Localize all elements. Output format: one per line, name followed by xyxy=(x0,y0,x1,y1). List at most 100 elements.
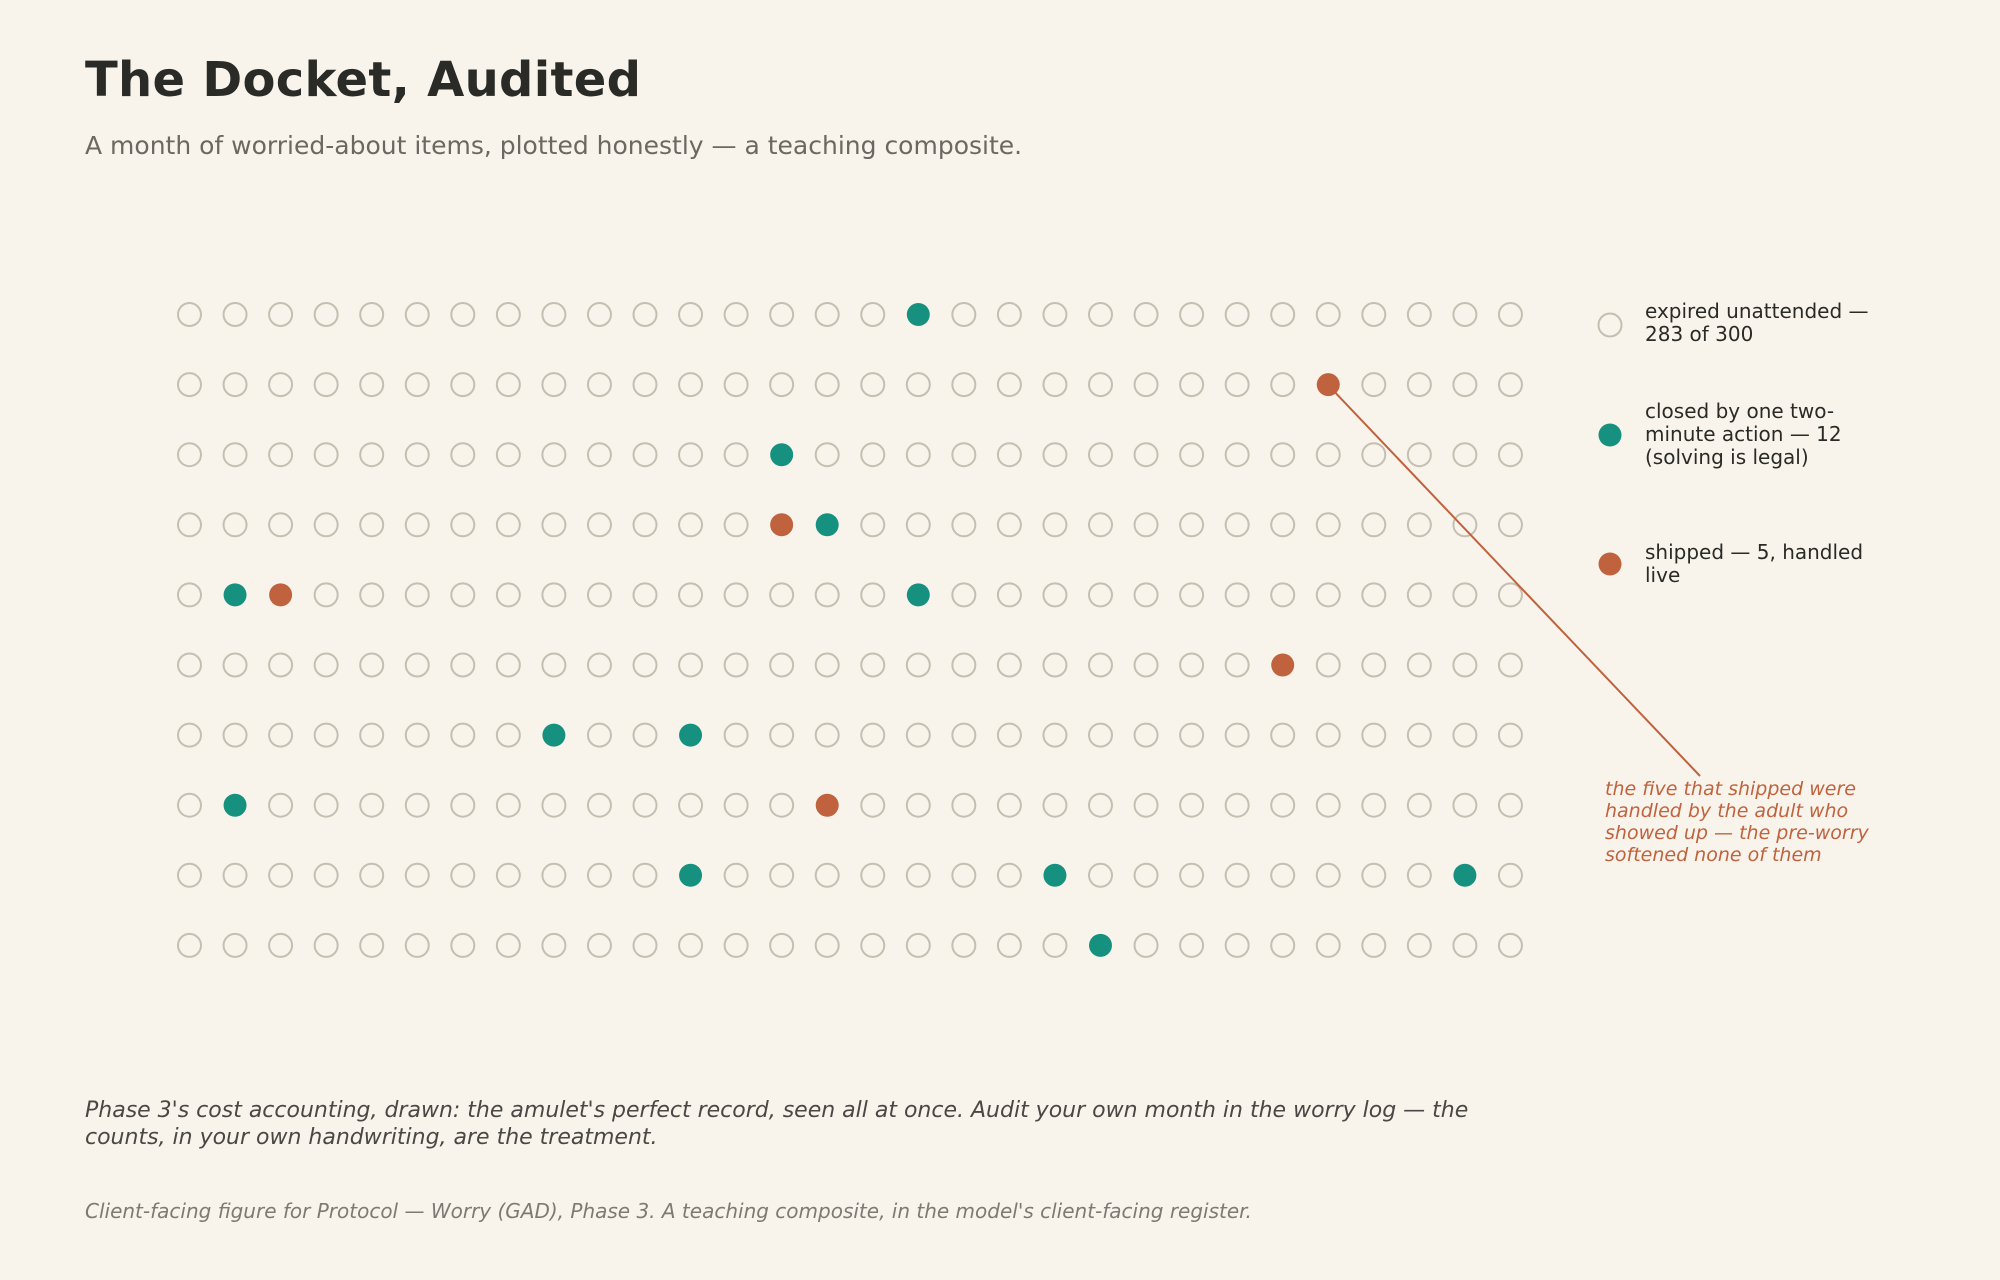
waffle-dot-expired xyxy=(723,652,749,678)
waffle-dot-expired xyxy=(632,722,658,748)
waffle-dot-expired xyxy=(313,372,339,398)
waffle-dot-expired xyxy=(1088,862,1113,888)
waffle-dot-expired xyxy=(1497,932,1523,958)
waffle-dot-expired xyxy=(1406,582,1432,608)
waffle-dot-expired xyxy=(268,302,294,327)
waffle-dot-expired xyxy=(860,792,886,818)
waffle-dot-expired xyxy=(860,862,886,888)
chart-subtitle: A month of worried-about items, plotted … xyxy=(85,131,1023,160)
waffle-dot-expired xyxy=(268,932,294,958)
waffle-dot-expired xyxy=(1179,792,1205,818)
waffle-dot-expired xyxy=(1315,932,1341,958)
waffle-dot-expired xyxy=(1088,442,1113,468)
waffle-dot-expired xyxy=(678,302,704,327)
waffle-dot-expired xyxy=(769,932,795,958)
waffle-dot-expired xyxy=(222,512,248,538)
waffle-dot-expired xyxy=(1179,722,1205,748)
waffle-dot-expired xyxy=(769,722,795,748)
waffle-dot-expired xyxy=(769,652,795,678)
waffle-dot-expired xyxy=(1088,302,1113,327)
waffle-dot-expired xyxy=(586,722,612,748)
waffle-dot-expired xyxy=(1224,722,1250,748)
waffle-dot-shipped xyxy=(770,513,794,537)
waffle-dot-expired xyxy=(1088,792,1113,818)
waffle-dot-expired xyxy=(268,792,294,818)
waffle-dot-expired xyxy=(769,582,795,608)
waffle-dot-expired xyxy=(495,582,521,608)
waffle-dot-expired xyxy=(1042,722,1068,748)
waffle-dot-expired xyxy=(951,582,977,608)
waffle-dot-expired xyxy=(1361,652,1387,678)
waffle-dot-expired xyxy=(951,512,977,538)
waffle-dot-expired xyxy=(268,722,294,748)
waffle-dot-expired xyxy=(1497,582,1523,608)
waffle-dot-expired xyxy=(632,512,658,538)
waffle-dot-closed xyxy=(815,513,839,537)
waffle-dot-expired xyxy=(1224,652,1250,678)
waffle-dot-expired xyxy=(541,302,567,327)
waffle-dot-expired xyxy=(769,302,795,327)
waffle-dot-expired xyxy=(1133,932,1159,958)
waffle-dot-expired xyxy=(586,512,612,538)
waffle-dot-expired xyxy=(450,862,476,888)
waffle-dot-closed xyxy=(679,723,703,747)
waffle-dot-expired xyxy=(313,792,339,818)
waffle-dot-expired xyxy=(1133,372,1159,398)
waffle-dot-expired xyxy=(723,722,749,748)
waffle-dot-expired xyxy=(1497,792,1523,818)
waffle-dot-expired xyxy=(586,862,612,888)
waffle-dot-expired xyxy=(996,792,1022,818)
waffle-dot-expired xyxy=(586,582,612,608)
waffle-dot-expired xyxy=(177,932,202,958)
waffle-dot-expired xyxy=(951,792,977,818)
waffle-dot-expired xyxy=(860,652,886,678)
waffle-dot-expired xyxy=(177,722,202,748)
waffle-dot-expired xyxy=(177,862,202,888)
waffle-dot-expired xyxy=(177,792,202,818)
waffle-dot-expired xyxy=(450,512,476,538)
waffle-dot-expired xyxy=(814,582,840,608)
waffle-dot-expired xyxy=(1270,582,1296,608)
waffle-dot-expired xyxy=(905,792,931,818)
waffle-dot-expired xyxy=(1361,302,1387,327)
waffle-dot-expired xyxy=(678,932,704,958)
waffle-dot-expired xyxy=(1497,722,1523,748)
waffle-dot-expired xyxy=(951,442,977,468)
waffle-dot-expired xyxy=(1270,932,1296,958)
waffle-dot-expired xyxy=(450,792,476,818)
waffle-dot-expired xyxy=(678,512,704,538)
waffle-dot-expired xyxy=(1361,512,1387,538)
waffle-dot-expired xyxy=(1270,792,1296,818)
waffle-dot-expired xyxy=(1497,302,1523,327)
waffle-dot-expired xyxy=(1270,302,1296,327)
waffle-dot-expired xyxy=(313,582,339,608)
waffle-dot-expired xyxy=(450,372,476,398)
waffle-dot-expired xyxy=(1270,722,1296,748)
waffle-dot-expired xyxy=(313,862,339,888)
waffle-dot-expired xyxy=(222,372,248,398)
waffle-dot-expired xyxy=(268,372,294,398)
legend-label-expired: expired unattended — 283 of 300 xyxy=(1645,299,1869,346)
waffle-dot-expired xyxy=(1361,862,1387,888)
waffle-dot-expired xyxy=(723,512,749,538)
waffle-dot-expired xyxy=(586,372,612,398)
waffle-dot-expired xyxy=(1270,512,1296,538)
waffle-dot-expired xyxy=(1042,792,1068,818)
waffle-dot-expired xyxy=(723,302,749,327)
waffle-dot-expired xyxy=(404,512,430,538)
waffle-dot-expired xyxy=(1452,722,1478,748)
waffle-dot-expired xyxy=(450,932,476,958)
waffle-dot-expired xyxy=(177,582,202,608)
waffle-dot-expired xyxy=(1179,582,1205,608)
waffle-dot-expired xyxy=(769,372,795,398)
waffle-dot-expired xyxy=(495,722,521,748)
waffle-dot-expired xyxy=(1315,442,1341,468)
waffle-dot-expired xyxy=(951,932,977,958)
waffle-dot-expired xyxy=(495,372,521,398)
waffle-dot-expired xyxy=(1361,722,1387,748)
waffle-dot-expired xyxy=(359,442,385,468)
waffle-dot-expired xyxy=(1179,652,1205,678)
waffle-dot-expired xyxy=(1452,372,1478,398)
waffle-dot-expired xyxy=(313,932,339,958)
